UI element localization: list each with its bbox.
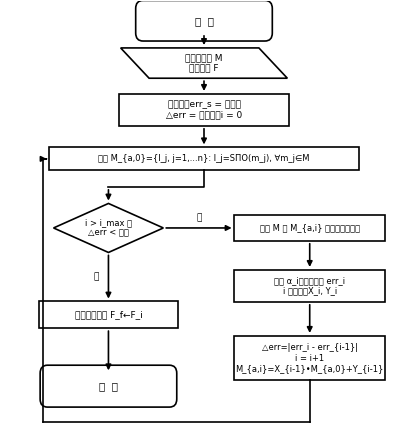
Bar [235,270,385,302]
Text: △err=|err_i - err_{i-1}|
i = i+1
M_{a,i}=X_{i-1}•M_{a,0}+Y_{i-1}: △err=|err_i - err_{i-1}| i = i+1 M_{a,i}… [235,343,384,373]
Text: 代入 M_{a,0}={l_j, j=1,...n}: l_j=SΠO(m_j), ∀m_j∈M: 代入 M_{a,0}={l_j, j=1,...n}: l_j=SΠO(m_j)… [98,154,310,164]
Text: 加权 α_i，误差度量 err_i
i 的注册：X_i, Y_i: 加权 α_i，误差度量 err_i i 的注册：X_i, Y_i [274,276,345,295]
Bar [39,301,177,328]
Text: 否: 否 [196,214,202,223]
FancyBboxPatch shape [136,0,272,41]
Text: 是: 是 [93,273,99,282]
Text: i > i_max 或
△err < 阈值: i > i_max 或 △err < 阈值 [85,218,132,238]
Bar [49,148,359,170]
Text: 最终对称平面 F_f←F_i: 最终对称平面 F_f←F_i [75,310,142,319]
FancyBboxPatch shape [40,365,177,407]
Polygon shape [121,48,287,78]
Text: 结  束: 结 束 [99,381,118,391]
Bar [235,336,385,380]
Polygon shape [53,203,163,253]
Text: 进行 M 与 M_{a,i} 之间的点云匹配: 进行 M 与 M_{a,i} 之间的点云匹配 [259,224,360,232]
Text: 输入：点云 M
初始平面 F: 输入：点云 M 初始平面 F [185,53,223,73]
Text: 初始化：err_s = 初始值
△err = 初始值，i = 0: 初始化：err_s = 初始值 △err = 初始值，i = 0 [166,100,242,119]
Bar [119,94,289,126]
Bar [235,215,385,241]
Text: 开  始: 开 始 [195,16,213,26]
